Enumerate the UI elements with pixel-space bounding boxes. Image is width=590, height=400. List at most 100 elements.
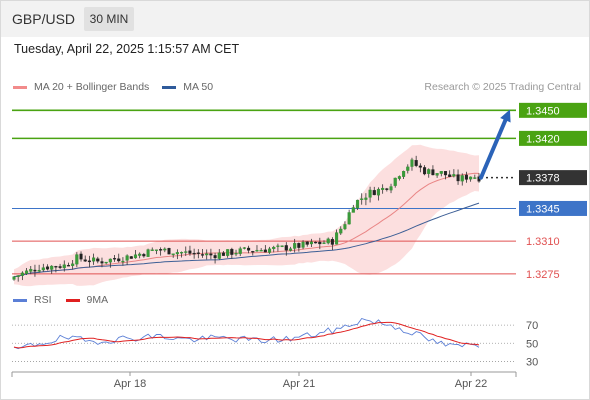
candle-body — [66, 265, 71, 267]
candle-body — [45, 266, 50, 270]
candle-body — [263, 249, 267, 253]
candle-body — [230, 248, 234, 255]
candle-body — [209, 253, 213, 256]
candle-body — [272, 246, 276, 249]
ma50-swatch — [162, 85, 177, 89]
legend-rsi: RSI — [13, 294, 52, 306]
candle-body — [284, 245, 288, 251]
candle-body — [29, 268, 33, 272]
candle-body — [443, 171, 448, 176]
candle-body — [406, 166, 410, 171]
rsi-tick-50: 50 — [526, 338, 538, 350]
candle-body — [200, 254, 205, 256]
candle-body — [452, 174, 456, 177]
candle-body — [238, 248, 242, 254]
candle-body — [50, 265, 54, 270]
candle-body — [280, 245, 284, 247]
candle-body — [167, 248, 171, 255]
candle-body — [159, 249, 163, 251]
x-tick-label: Apr 21 — [283, 378, 315, 390]
candle-body — [247, 247, 251, 251]
forecast-arrow — [479, 112, 510, 180]
x-tick-label: Apr 22 — [455, 378, 487, 390]
candle-body — [71, 263, 75, 266]
candle-body — [138, 253, 142, 256]
candle-body — [330, 238, 334, 245]
candle-body — [326, 238, 330, 244]
level-label-box-1.3345 — [519, 200, 587, 216]
candle-body — [414, 160, 418, 166]
candle-body — [205, 253, 209, 256]
candle-body — [381, 187, 385, 190]
candle-body — [16, 275, 20, 277]
candle-body — [58, 266, 62, 268]
candle-body — [469, 176, 473, 180]
candle-body — [435, 173, 439, 176]
candle-body — [255, 249, 259, 252]
candle-body — [192, 252, 196, 255]
timeframe-button[interactable]: 30 MIN — [84, 7, 134, 31]
candle-body — [267, 248, 272, 253]
candle-body — [142, 254, 146, 257]
level-label-1.3378: 1.3378 — [526, 173, 560, 185]
candle-body — [121, 260, 125, 263]
candle-body — [301, 241, 305, 248]
candle-body — [297, 243, 301, 248]
candle-body — [309, 241, 313, 245]
legend-ma20: MA 20 + Bollinger Bands — [13, 81, 149, 93]
level-label-box-1.3378 — [519, 170, 587, 186]
candle-body — [251, 251, 255, 253]
candle-body — [129, 256, 133, 259]
rsi-tick-30: 30 — [526, 356, 538, 368]
candle-body — [146, 249, 150, 257]
candle-body — [372, 190, 376, 196]
candle-body — [422, 167, 427, 175]
candle-body — [355, 199, 360, 209]
candle-body — [293, 243, 297, 249]
price-legend: MA 20 + Bollinger Bands MA 50 — [13, 81, 226, 93]
candle-body — [163, 248, 167, 251]
candle-body — [62, 264, 66, 269]
candle-body — [397, 176, 401, 179]
candle-body — [314, 241, 318, 244]
candle-body — [20, 272, 24, 276]
candle-body — [213, 255, 217, 259]
candle-body — [79, 253, 83, 260]
candle-body — [100, 261, 104, 264]
candle-body — [25, 270, 29, 274]
level-label-box-1.3420 — [519, 130, 587, 146]
candle-body — [117, 258, 121, 262]
candle-body — [360, 198, 364, 200]
candle-body — [439, 171, 443, 174]
rsi-legend: RSI 9MA — [13, 294, 122, 306]
rsi-swatch — [13, 298, 27, 302]
level-label-1.3450: 1.3450 — [526, 105, 560, 117]
candle-body — [427, 169, 431, 174]
candle-body — [305, 241, 309, 245]
level-label-1.3275: 1.3275 — [526, 269, 560, 281]
candle-body — [175, 252, 179, 255]
ma20-swatch — [13, 85, 27, 89]
candle-body — [288, 248, 293, 251]
legend-ma50-label: MA 50 — [183, 81, 214, 93]
candle-body — [234, 252, 238, 255]
candle-body — [410, 159, 414, 167]
candle-body — [150, 249, 154, 251]
legend-rsi-label: RSI — [34, 294, 52, 306]
candle-body — [108, 258, 112, 263]
candle-body — [180, 252, 184, 254]
candle-body — [133, 254, 138, 259]
candle-body — [418, 165, 422, 168]
candle-body — [154, 249, 158, 251]
rsi-9ma-line — [13, 321, 480, 349]
candle-body — [184, 251, 188, 253]
candle-body — [196, 252, 200, 254]
legend-ma20-label: MA 20 + Bollinger Bands — [34, 81, 150, 93]
candle-body — [125, 255, 129, 261]
legend-9ma: 9MA — [65, 294, 108, 306]
candle-body — [322, 242, 326, 244]
candle-body — [221, 252, 226, 256]
candle-body — [464, 174, 468, 180]
candle-body — [389, 186, 393, 191]
